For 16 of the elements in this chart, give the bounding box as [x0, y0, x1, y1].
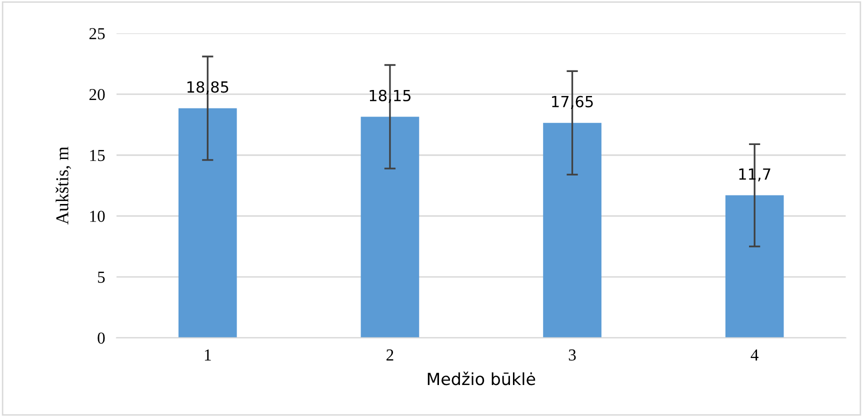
x-axis-title: Medžio būklė	[428, 372, 536, 386]
x-tick-label: 1	[204, 349, 211, 360]
x-tick-label: 2	[386, 349, 394, 360]
x-tick-label: 4	[750, 349, 758, 360]
bar	[543, 122, 602, 338]
y-tick-label: 15	[90, 150, 105, 162]
y-tick-label: 5	[98, 272, 105, 283]
y-axis-title: Aukštis, m	[56, 146, 71, 225]
bar	[360, 116, 420, 338]
y-tick-label: 0	[98, 332, 105, 344]
bar	[178, 108, 237, 338]
y-tick-label: 10	[90, 210, 105, 222]
x-tick-label: 3	[568, 349, 576, 361]
y-tick-label: 25	[89, 28, 105, 40]
bar	[725, 195, 784, 338]
y-tick-label: 20	[89, 88, 105, 100]
